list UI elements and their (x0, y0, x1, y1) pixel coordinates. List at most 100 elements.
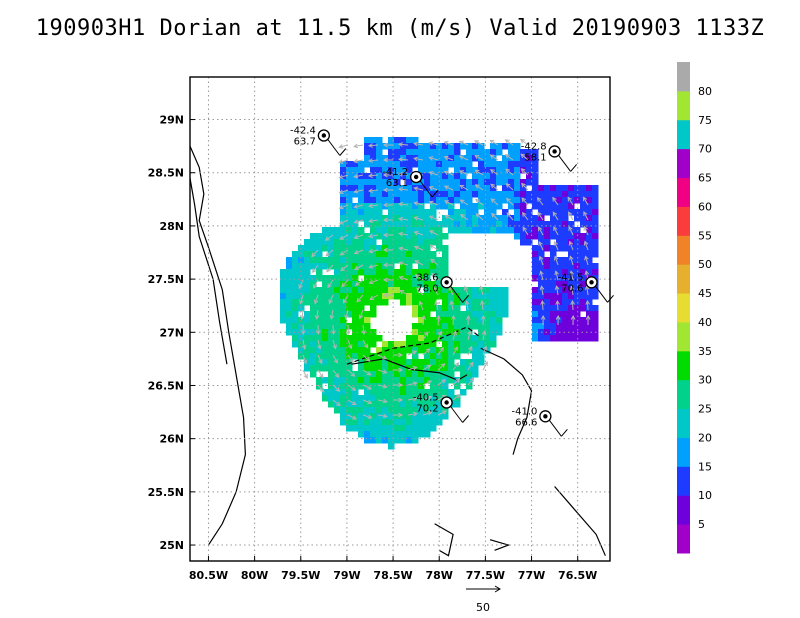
field-cell (502, 173, 509, 180)
dropsonde-temp: -42.8 (521, 141, 547, 152)
wind-vector (311, 249, 319, 257)
field-cell (400, 233, 407, 240)
dropsonde-temp: -41.5 (558, 272, 584, 283)
field-cell (586, 227, 593, 234)
field-cell (478, 359, 485, 366)
wind-vector (429, 186, 439, 191)
field-cell (538, 197, 545, 204)
field-cell (310, 347, 317, 354)
wind-vector (325, 249, 334, 257)
field-cell (544, 293, 551, 300)
dropsonde-wind: 70.2 (416, 404, 438, 415)
field-cell (376, 263, 383, 270)
wind-vector-head (413, 230, 419, 236)
field-cell (376, 221, 383, 228)
field-cell (448, 389, 455, 396)
field-cell (424, 323, 431, 330)
field-cell (364, 335, 371, 342)
field-cell (328, 275, 335, 282)
field-cell (562, 287, 569, 294)
dropsonde-center (321, 133, 327, 138)
field-cell (454, 149, 461, 156)
field-cell (460, 179, 467, 186)
wind-vector-head (522, 226, 527, 232)
field-cell (394, 221, 401, 228)
field-cell (352, 383, 359, 390)
wind-vector (347, 414, 357, 420)
wind-vector-head (353, 204, 359, 209)
wind-barb-flag (462, 415, 469, 423)
field-cell (556, 323, 563, 330)
wind-vector (431, 273, 439, 281)
wind-vector (429, 201, 439, 206)
wind-vector-head (358, 314, 364, 320)
field-cell (490, 323, 497, 330)
field-cell (364, 263, 371, 270)
coastline-segment (554, 486, 606, 556)
field-cell (304, 239, 311, 246)
wind-vector-head (298, 284, 303, 290)
field-cell (556, 281, 563, 288)
field-cell (562, 323, 569, 330)
field-cell (574, 269, 581, 276)
field-cell (388, 143, 395, 150)
field-cell (292, 257, 299, 264)
wind-vector (398, 173, 409, 176)
field-cell (526, 233, 533, 240)
field-cell (370, 329, 377, 336)
field-cell (340, 341, 347, 348)
field-cell (382, 371, 389, 378)
field-cell (586, 311, 593, 318)
wind-vector-head (432, 286, 438, 292)
field-cell (508, 221, 515, 228)
field-cell (370, 281, 377, 288)
field-cell (478, 353, 485, 360)
wind-vector-head (428, 185, 434, 191)
field-cell (406, 287, 413, 294)
field-cell (418, 317, 425, 324)
field-cell (448, 335, 455, 342)
field-cell (490, 221, 497, 228)
field-cell (562, 281, 569, 288)
field-cell (496, 317, 503, 324)
colorbar-bin (677, 293, 690, 323)
field-cell (442, 347, 449, 354)
field-cell (364, 149, 371, 156)
field-cell (322, 281, 329, 288)
field-cell (304, 281, 311, 288)
field-cell (418, 149, 425, 156)
field-cell (544, 257, 551, 264)
field-cell (322, 311, 329, 318)
wind-vector-head (367, 385, 373, 390)
field-cell (586, 221, 593, 228)
field-cell (358, 203, 365, 210)
field-cell (370, 173, 377, 180)
field-cell (550, 275, 557, 282)
field-cell (292, 299, 299, 306)
wind-vector-head (353, 234, 359, 240)
field-cell (406, 137, 413, 144)
wind-vector-head (353, 173, 359, 179)
field-cell (514, 215, 521, 222)
field-cell (388, 413, 395, 420)
field-cell (346, 281, 353, 288)
wind-vector-head (325, 251, 331, 257)
wind-vector-head (428, 171, 434, 176)
wind-vector (474, 155, 484, 161)
field-cell (310, 299, 317, 306)
reference-vector: 50 (466, 585, 501, 614)
field-cell (388, 185, 395, 192)
field-cell (556, 269, 563, 276)
wind-vector-head (382, 384, 388, 389)
field-cell (478, 329, 485, 336)
field-cell (544, 209, 551, 216)
field-cell (334, 281, 341, 288)
wind-vector (354, 189, 364, 193)
wind-vector (482, 346, 487, 356)
field-cell (406, 431, 413, 438)
wind-vector (354, 204, 364, 208)
colorbar-label: 45 (698, 287, 712, 300)
field-cell (586, 335, 593, 342)
field-cell (412, 143, 419, 150)
wind-vector (377, 354, 387, 360)
